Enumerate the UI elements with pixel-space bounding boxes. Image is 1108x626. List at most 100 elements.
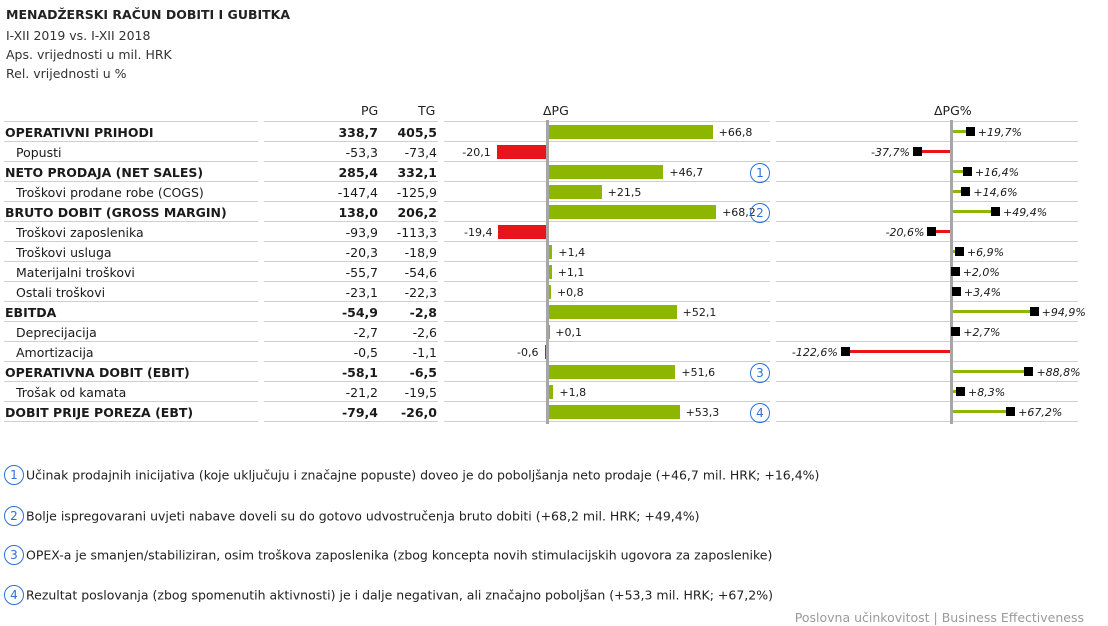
row-divider bbox=[264, 141, 438, 142]
delta-label: +46,7 bbox=[669, 166, 704, 179]
note-text: OPEX-a je smanjen/stabiliziran, osim tro… bbox=[26, 547, 773, 563]
delta-pct-pin bbox=[845, 350, 950, 353]
delta-pct-label: +8,3% bbox=[968, 386, 1006, 399]
row-divider bbox=[4, 141, 258, 142]
note-text: Bolje ispregovarani uvjeti nabave doveli… bbox=[26, 508, 700, 524]
table-row: Materijalni troškovi -55,7 -54,6 bbox=[4, 262, 1078, 282]
note-text: Učinak prodajnih inicijativa (koje uklju… bbox=[26, 467, 820, 483]
delta-pct-marker bbox=[961, 187, 971, 196]
row-divider bbox=[4, 161, 258, 162]
delta-pct-label: +67,2% bbox=[1018, 406, 1063, 419]
delta-pct-pin bbox=[953, 130, 970, 133]
delta-pct-pin bbox=[953, 170, 967, 173]
row-divider bbox=[776, 201, 1078, 202]
pg-value: -147,4 bbox=[337, 185, 378, 200]
table-row: Trošak od kamata -21,2 -19,5 bbox=[4, 382, 1078, 402]
row-divider bbox=[444, 221, 770, 222]
delta-pct-pin bbox=[917, 150, 950, 153]
delta-pct-pin bbox=[953, 190, 966, 193]
delta-bar bbox=[549, 285, 551, 299]
tg-value: -1,1 bbox=[412, 345, 437, 360]
delta-bar bbox=[544, 345, 546, 359]
annotation-marker: 3 bbox=[750, 363, 770, 383]
tg-value: -54,6 bbox=[404, 265, 437, 280]
delta-pct-marker bbox=[950, 267, 960, 276]
footer-credit: Poslovna učinkovitost | Business Effecti… bbox=[794, 610, 1084, 625]
row-label: Troškovi prodane robe (COGS) bbox=[16, 185, 204, 200]
table-row: NETO PRODAJA (NET SALES) 285,4 332,1 bbox=[4, 162, 1078, 182]
row-divider bbox=[444, 421, 770, 422]
delta-pct-label: +2,7% bbox=[963, 326, 1001, 339]
tg-value: -18,9 bbox=[404, 245, 437, 260]
delta-label: +1,1 bbox=[557, 266, 585, 279]
tg-value: -26,0 bbox=[400, 405, 437, 420]
delta-bar bbox=[549, 125, 713, 139]
row-divider bbox=[264, 361, 438, 362]
row-divider bbox=[444, 301, 770, 302]
delta-pct-pin bbox=[953, 310, 1034, 313]
abs-units-note: Aps. vrijednosti u mil. HRK bbox=[6, 47, 172, 62]
row-divider bbox=[4, 261, 258, 262]
row-divider bbox=[264, 421, 438, 422]
delta-pct-marker bbox=[962, 167, 972, 176]
delta-bar bbox=[549, 365, 676, 379]
delta-label: -0,6 bbox=[517, 346, 539, 359]
table-row: OPERATIVNA DOBIT (EBIT) -58,1 -6,5 bbox=[4, 362, 1078, 382]
delta-label: +68,2 bbox=[722, 206, 756, 219]
row-divider bbox=[264, 321, 438, 322]
tg-value: -113,3 bbox=[396, 225, 437, 240]
delta-pct-marker bbox=[951, 327, 961, 336]
row-label: Trošak od kamata bbox=[16, 385, 127, 400]
row-divider bbox=[776, 381, 1078, 382]
row-divider bbox=[776, 161, 1078, 162]
annotation-marker: 2 bbox=[750, 203, 770, 223]
row-label: Popusti bbox=[16, 145, 62, 160]
note-text: Rezultat poslovanja (zbog spomenutih akt… bbox=[26, 587, 773, 603]
delta-pct-marker bbox=[1029, 307, 1039, 316]
row-divider bbox=[4, 181, 258, 182]
delta-pct-marker bbox=[965, 127, 975, 136]
tg-value: -6,5 bbox=[409, 365, 437, 380]
delta-pct-label: +16,4% bbox=[974, 166, 1020, 179]
row-divider bbox=[776, 301, 1078, 302]
note-item: 1 Učinak prodajnih inicijativa (koje uklj… bbox=[4, 465, 820, 486]
row-divider bbox=[776, 341, 1078, 342]
row-divider bbox=[444, 201, 770, 202]
row-divider bbox=[444, 121, 770, 122]
pg-value: -79,4 bbox=[341, 405, 378, 420]
row-divider bbox=[444, 141, 770, 142]
row-label: Troškovi zaposlenika bbox=[16, 225, 144, 240]
row-divider bbox=[4, 121, 258, 122]
delta-pct-marker bbox=[912, 147, 922, 156]
delta-label: +0,1 bbox=[555, 326, 582, 339]
delta-bar bbox=[549, 245, 553, 259]
delta-pct-label: +6,9% bbox=[966, 246, 1005, 259]
row-divider bbox=[444, 181, 770, 182]
delta-label: -20,1 bbox=[462, 146, 491, 159]
tg-value: -22,3 bbox=[404, 285, 437, 300]
delta-bar bbox=[549, 325, 550, 339]
pg-value: -93,9 bbox=[345, 225, 378, 240]
row-label: Deprecijacija bbox=[16, 325, 97, 340]
table-row: EBITDA -54,9 -2,8 bbox=[4, 302, 1078, 322]
delta-pct-marker bbox=[1006, 407, 1016, 416]
row-divider bbox=[4, 381, 258, 382]
delta-label: +1,4 bbox=[558, 246, 586, 259]
row-divider bbox=[4, 341, 258, 342]
delta-pct-marker bbox=[990, 207, 1000, 216]
delta-pct-marker bbox=[840, 347, 850, 356]
delta-pct-label: +2,0% bbox=[962, 266, 1000, 279]
note-number: 1 bbox=[4, 465, 24, 485]
row-divider bbox=[4, 241, 258, 242]
pg-value: -54,9 bbox=[341, 305, 378, 320]
delta-label: -19,4 bbox=[464, 226, 493, 239]
delta-bar bbox=[549, 265, 552, 279]
col-header-pg: PG bbox=[361, 103, 379, 118]
pg-value: -20,3 bbox=[345, 245, 378, 260]
pg-value: -2,7 bbox=[353, 325, 378, 340]
row-divider bbox=[776, 421, 1078, 422]
row-divider bbox=[776, 361, 1078, 362]
row-divider bbox=[444, 361, 770, 362]
delta-pct-label: -37,7% bbox=[871, 146, 910, 159]
row-divider bbox=[4, 321, 258, 322]
